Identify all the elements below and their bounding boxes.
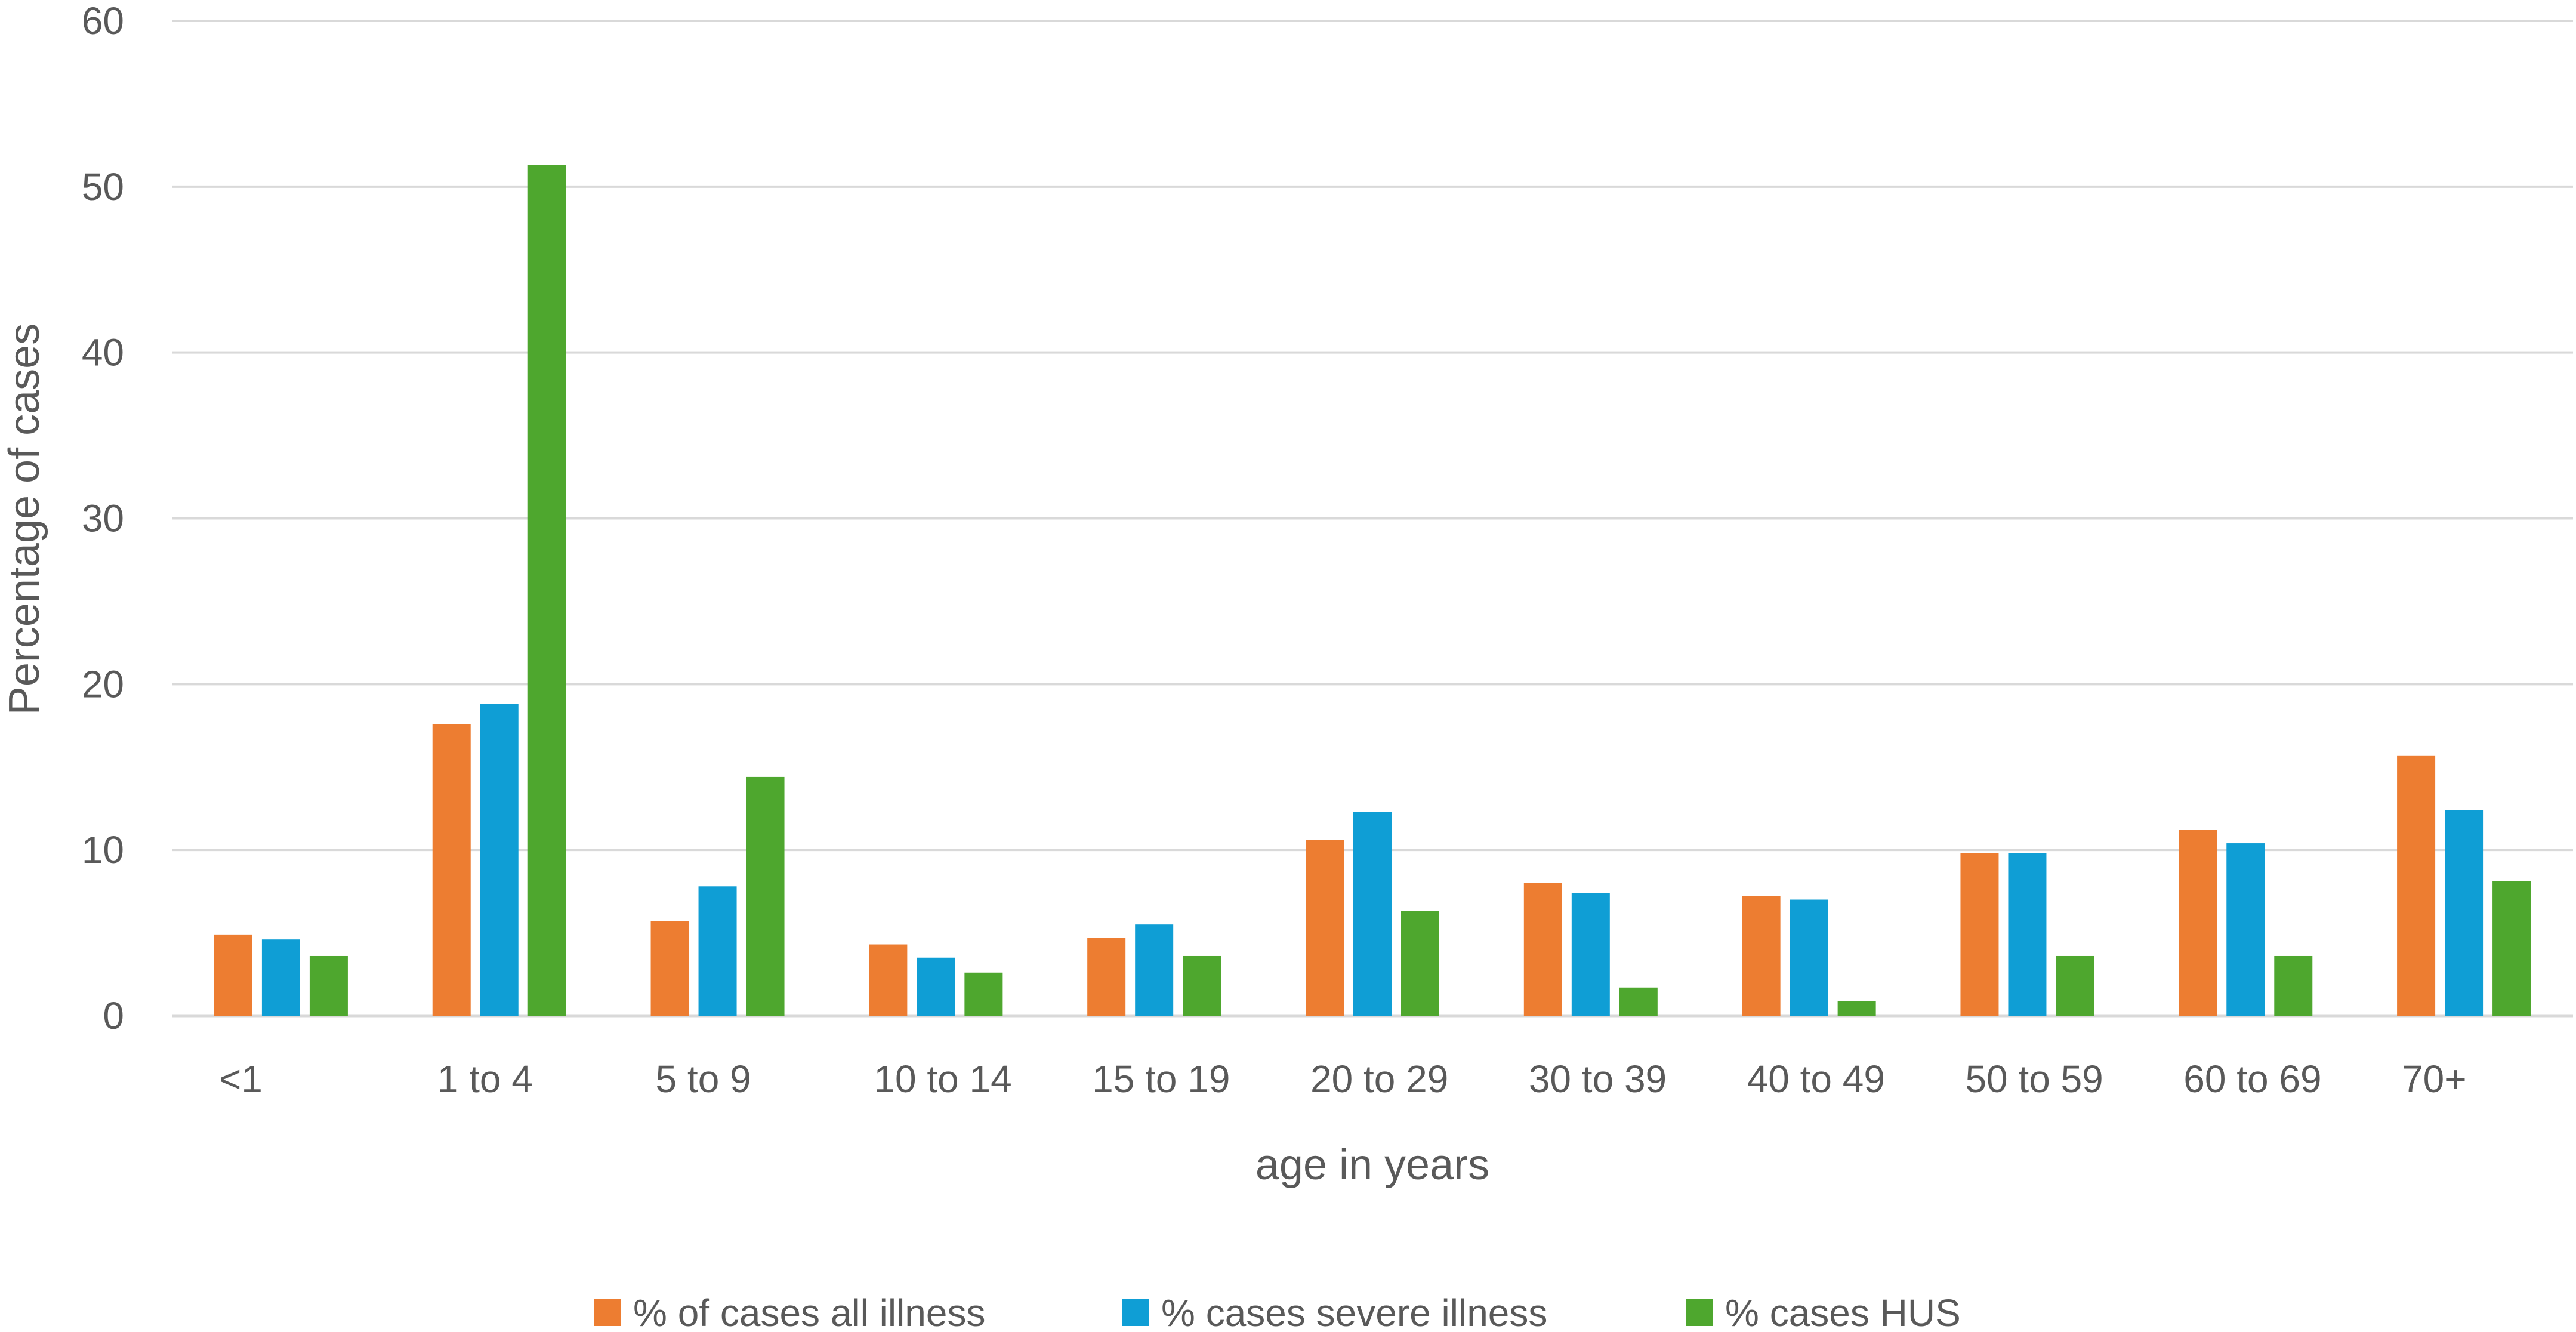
bar-3-11: [2492, 881, 2531, 1016]
legend: % of cases all illness % cases severe ill…: [594, 1291, 1961, 1332]
bar-2-1: [261, 939, 300, 1016]
x-tick-label: <1: [219, 1057, 263, 1100]
bar-3-3: [746, 776, 785, 1016]
x-tick-label: 5 to 9: [656, 1057, 751, 1100]
x-tick-label: 60 to 69: [2183, 1057, 2321, 1100]
bar-1-4: [869, 944, 908, 1016]
legend-swatch-3: [1686, 1299, 1713, 1326]
bar-2-5: [1135, 924, 1174, 1016]
bar-1-9: [1960, 853, 1999, 1016]
x-tick-label: 10 to 14: [874, 1057, 1011, 1100]
bar-3-8: [1837, 1000, 1876, 1016]
bar-2-2: [480, 704, 519, 1016]
gridlines: [172, 20, 2573, 1018]
x-tick-label: 15 to 19: [1092, 1057, 1230, 1100]
bar-3-9: [2056, 955, 2094, 1016]
bar-1-5: [1087, 938, 1126, 1016]
y-tick-label: 0: [103, 994, 124, 1037]
y-tick-label: 40: [82, 331, 124, 374]
bar-1-11: [2397, 755, 2436, 1016]
bar-1-6: [1306, 840, 1344, 1016]
y-tick-label: 50: [82, 165, 124, 208]
bar-3-10: [2274, 955, 2313, 1016]
bar-3-5: [1183, 955, 1221, 1016]
legend-label-2: % cases severe illness: [1161, 1291, 1547, 1332]
bar-2-7: [1571, 893, 1610, 1016]
bar-1-3: [650, 921, 689, 1016]
y-axis-ticks: 0 10 20 30 40 50 60: [82, 0, 124, 1037]
bar-2-4: [917, 957, 955, 1016]
bar-3-1: [309, 955, 348, 1016]
bar-2-9: [2008, 853, 2047, 1016]
bar-1-8: [1742, 896, 1781, 1016]
y-tick-label: 10: [82, 828, 124, 871]
x-tick-label: 40 to 49: [1747, 1057, 1885, 1100]
bar-1-1: [214, 934, 252, 1016]
y-tick-label: 20: [82, 662, 124, 705]
bar-3-4: [964, 972, 1003, 1016]
bar-2-10: [2226, 843, 2265, 1016]
legend-swatch-1: [594, 1299, 621, 1326]
bar-1-2: [432, 724, 471, 1016]
bar-2-11: [2445, 810, 2484, 1016]
x-tick-label: 1 to 4: [437, 1057, 533, 1100]
x-tick-label: 70+: [2402, 1057, 2467, 1100]
legend-label-3: % cases HUS: [1725, 1291, 1961, 1332]
y-tick-label: 30: [82, 497, 124, 540]
y-axis-title: Percentage of cases: [1, 323, 48, 715]
bar-3-7: [1619, 987, 1658, 1016]
bar-2-3: [698, 886, 737, 1016]
x-tick-label: 30 to 39: [1529, 1057, 1667, 1100]
bar-1-7: [1523, 883, 1562, 1016]
legend-swatch-2: [1122, 1299, 1149, 1326]
y-tick-label: 60: [82, 0, 124, 42]
x-axis-title: age in years: [1255, 1141, 1489, 1189]
bar-3-6: [1401, 911, 1439, 1016]
x-tick-label: 20 to 29: [1310, 1057, 1448, 1100]
x-axis-ticks: <1 1 to 4 5 to 9 10 to 14 15 to 19 20 to 29 30…: [219, 1057, 2467, 1100]
bar-3-2: [527, 165, 566, 1016]
bar-2-6: [1353, 812, 1392, 1016]
bar-1-10: [2179, 830, 2217, 1016]
bar-2-8: [1790, 899, 1828, 1016]
legend-label-1: % of cases all illness: [633, 1291, 985, 1332]
x-tick-label: 50 to 59: [1965, 1057, 2103, 1100]
bars: [214, 165, 2531, 1016]
